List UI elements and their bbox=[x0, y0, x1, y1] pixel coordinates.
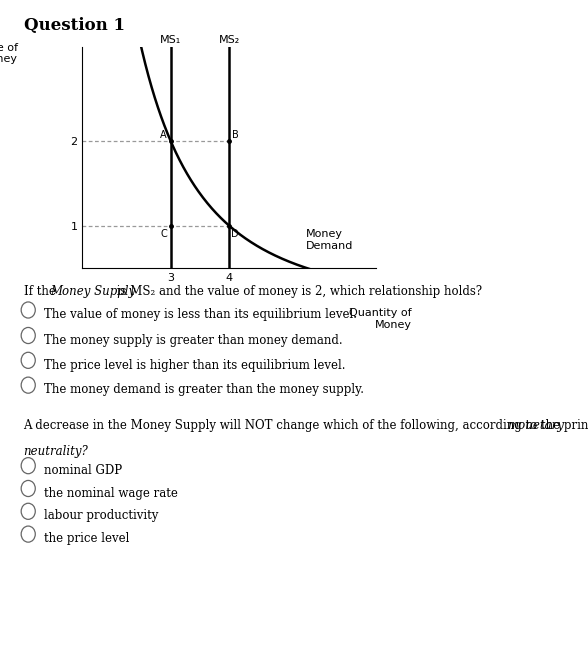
Text: Money Supply: Money Supply bbox=[50, 285, 135, 298]
Text: Money
Demand: Money Demand bbox=[306, 229, 353, 251]
Text: The value of money is less than its equilibrium level.: The value of money is less than its equi… bbox=[44, 308, 357, 321]
Text: MS₁: MS₁ bbox=[160, 36, 181, 45]
Text: is MS₂ and the value of money is 2, which relationship holds?: is MS₂ and the value of money is 2, whic… bbox=[113, 285, 482, 298]
Text: The money supply is greater than money demand.: The money supply is greater than money d… bbox=[44, 333, 343, 347]
Text: B: B bbox=[232, 130, 239, 140]
X-axis label: Quantity of
Money: Quantity of Money bbox=[349, 308, 412, 330]
Y-axis label: Value of
Money: Value of Money bbox=[0, 42, 18, 64]
Text: A: A bbox=[160, 130, 167, 140]
Text: neutrality?: neutrality? bbox=[24, 445, 88, 458]
Text: labour productivity: labour productivity bbox=[44, 509, 159, 523]
Text: If the: If the bbox=[24, 285, 59, 298]
Text: D: D bbox=[232, 229, 239, 240]
Text: C: C bbox=[160, 229, 167, 240]
Text: the nominal wage rate: the nominal wage rate bbox=[44, 486, 178, 500]
Text: The price level is higher than its equilibrium level.: The price level is higher than its equil… bbox=[44, 358, 346, 372]
Text: nominal GDP: nominal GDP bbox=[44, 464, 122, 477]
Text: the price level: the price level bbox=[44, 532, 129, 546]
Text: A decrease in the Money Supply will NOT change which of the following, according: A decrease in the Money Supply will NOT … bbox=[24, 419, 588, 432]
Text: The money demand is greater than the money supply.: The money demand is greater than the mon… bbox=[44, 383, 364, 397]
Text: Question 1: Question 1 bbox=[24, 17, 125, 34]
Text: MS₂: MS₂ bbox=[219, 36, 240, 45]
Text: monetary: monetary bbox=[507, 419, 564, 432]
